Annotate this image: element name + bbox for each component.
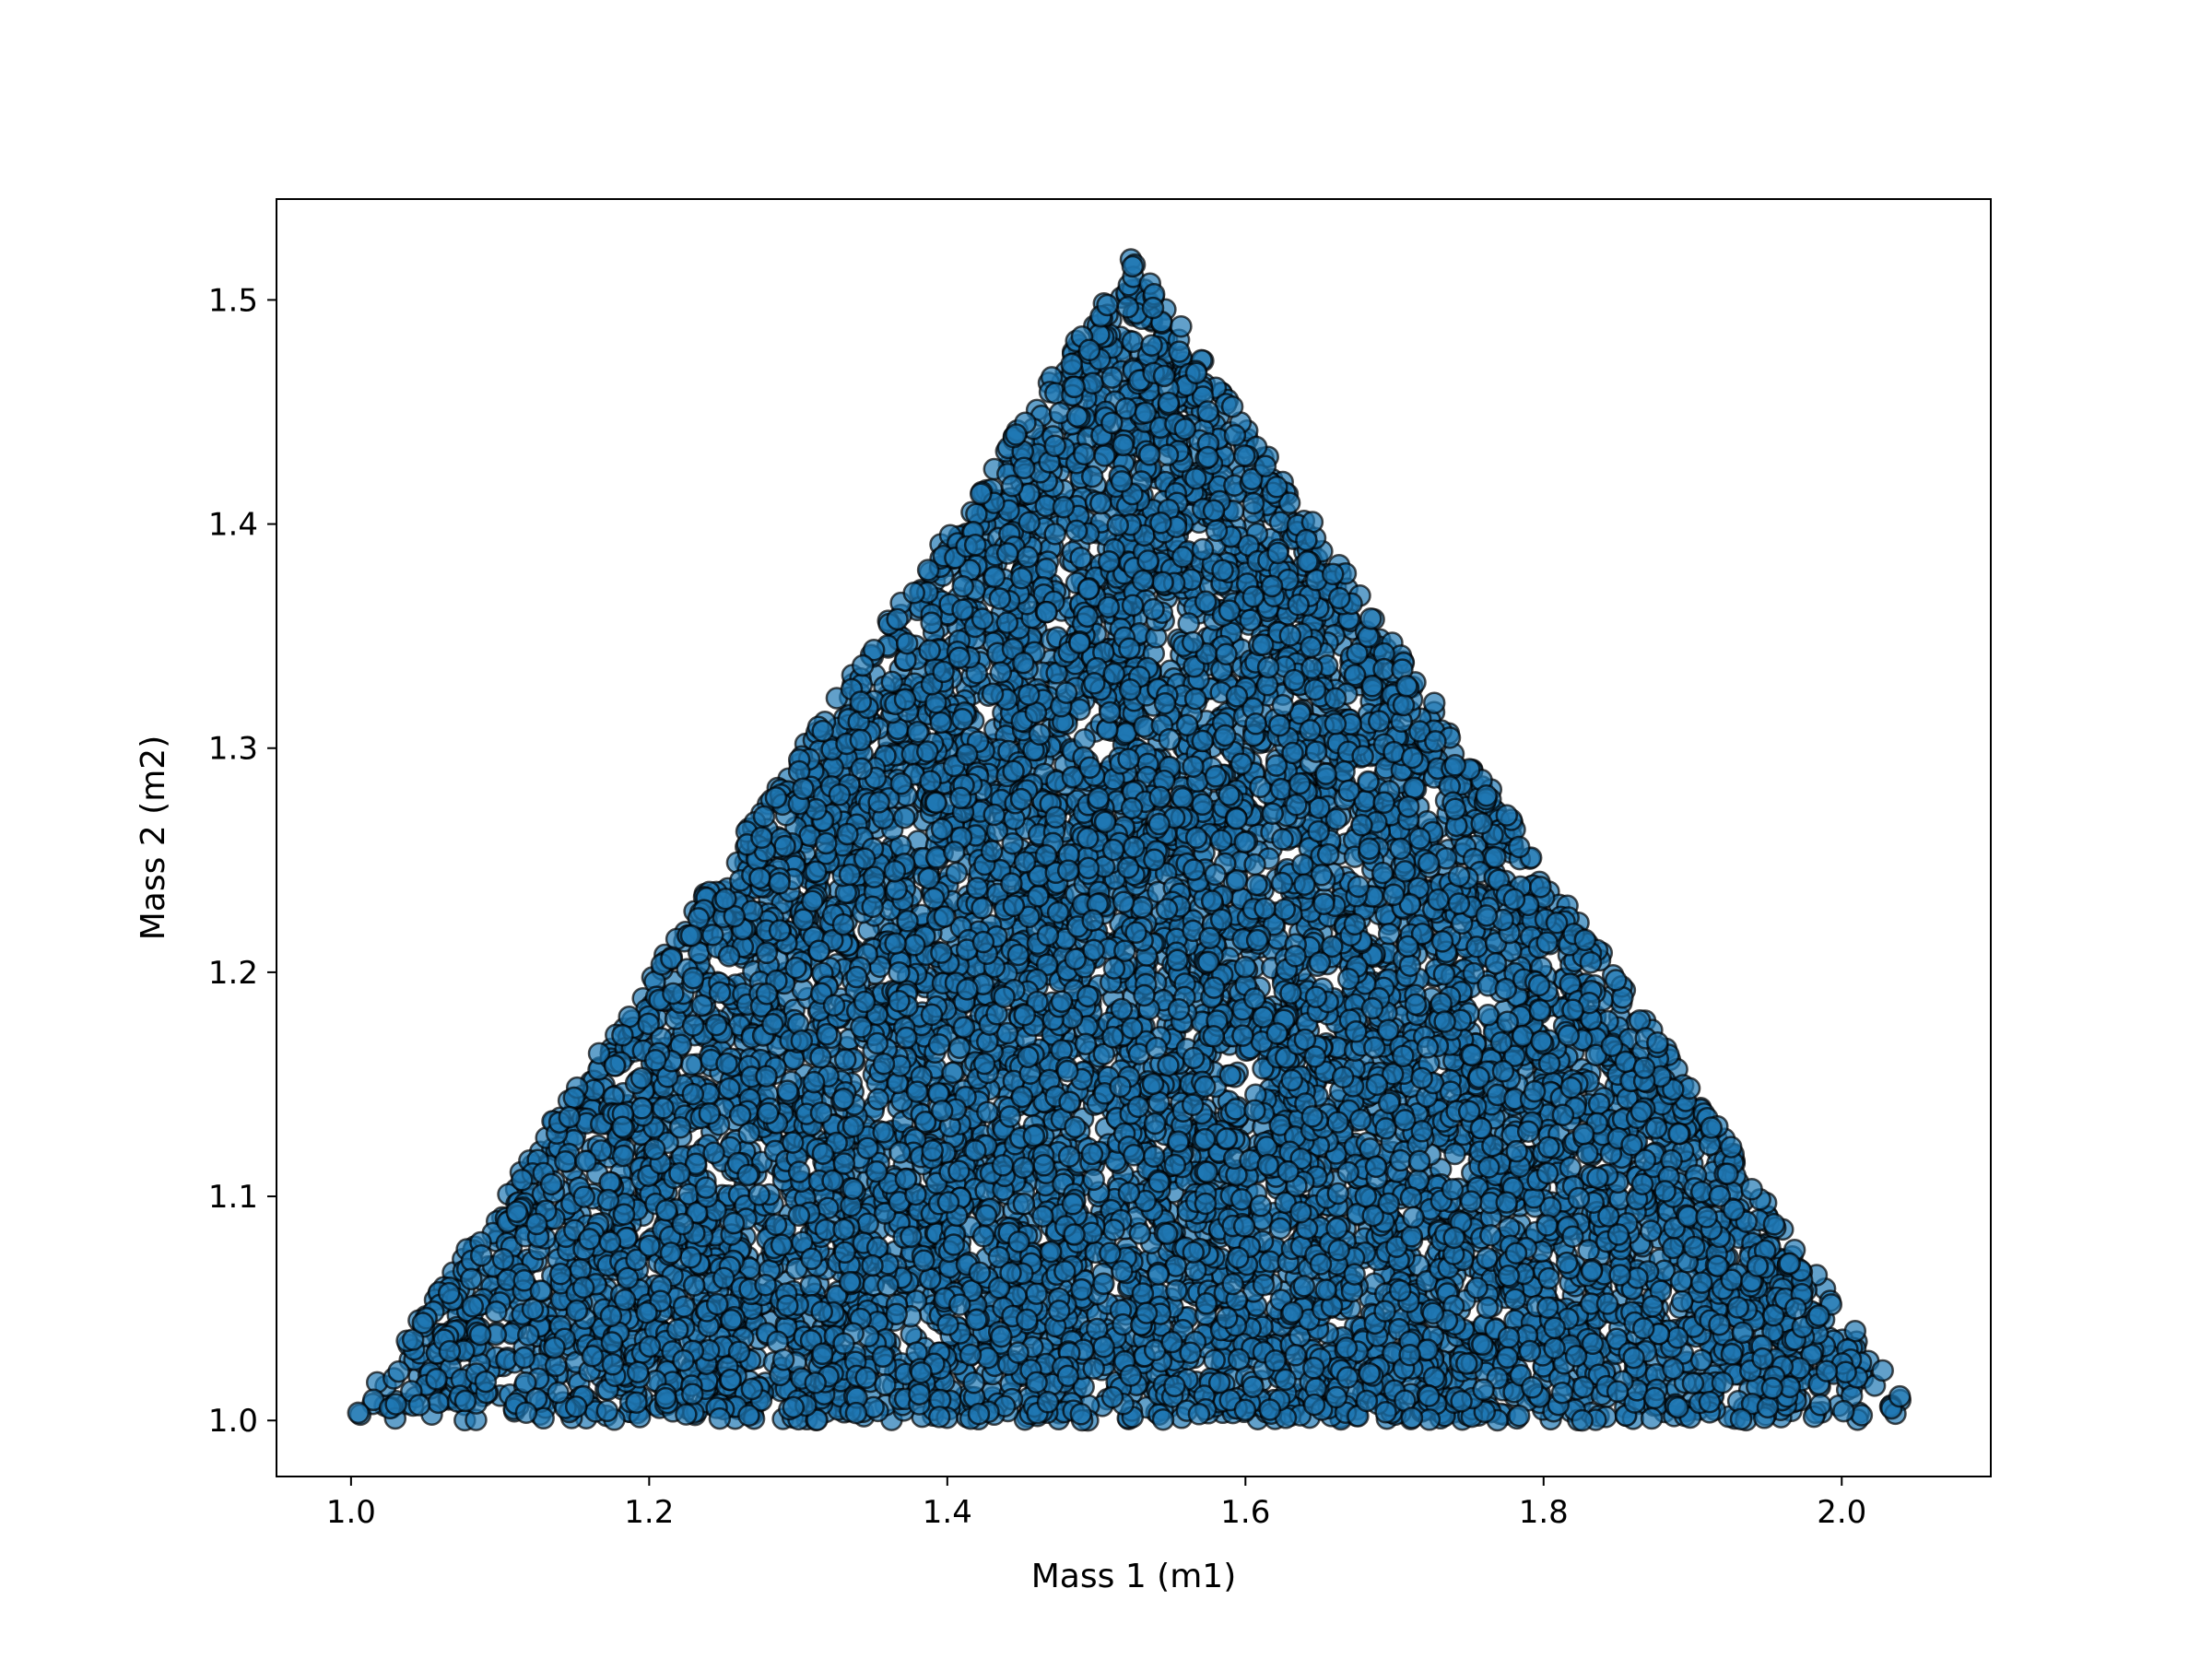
scatter-point — [347, 1401, 371, 1425]
points-layer — [347, 248, 1912, 1432]
